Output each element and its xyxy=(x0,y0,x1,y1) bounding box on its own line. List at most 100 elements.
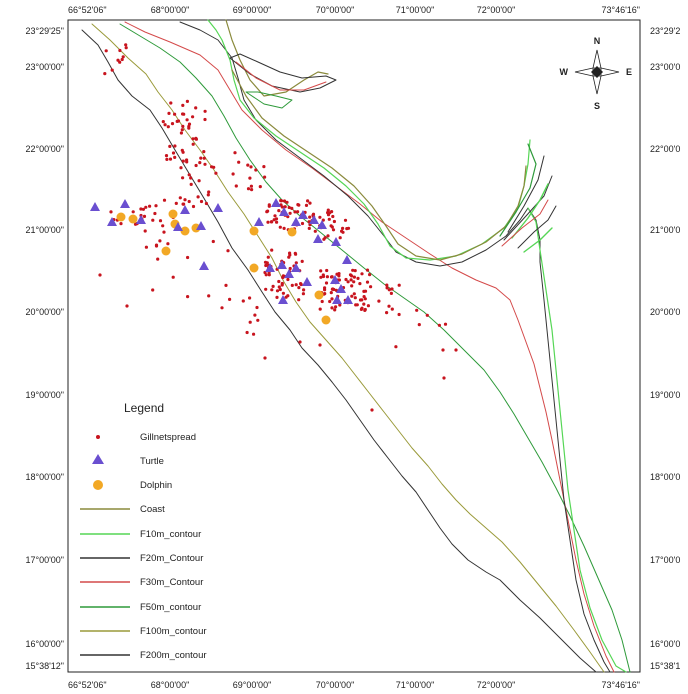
turtle-point xyxy=(330,275,340,284)
gillnetspread-point xyxy=(179,131,183,135)
left-tick: 15°38'12" xyxy=(25,661,64,671)
gillnetspread-point xyxy=(120,57,124,62)
gillnetspread-point xyxy=(308,201,312,205)
gillnetspread-point xyxy=(350,274,354,278)
gillnetspread-point xyxy=(156,257,160,261)
gillnetspread-point xyxy=(248,320,252,324)
gillnetspread-point xyxy=(181,124,185,128)
gillnetspread-point xyxy=(153,211,157,216)
turtle-point xyxy=(136,215,146,224)
top-tick: 71°00'00" xyxy=(396,5,435,15)
gillnetspread-point xyxy=(109,210,113,214)
gillnetspread-point xyxy=(144,245,148,249)
gillnetspread-point xyxy=(249,184,253,188)
gillnetspread-point xyxy=(313,229,317,233)
turtle-point xyxy=(254,217,264,226)
turtle-point xyxy=(213,203,223,212)
gillnetspread-point xyxy=(161,120,165,124)
gillnetspread-point xyxy=(360,298,364,302)
dolphin-point xyxy=(128,214,138,224)
bottom-tick: 70°00'00" xyxy=(316,680,355,690)
gillnetspread-point xyxy=(330,275,334,279)
gillnetspread-point xyxy=(168,157,173,161)
gillnetspread-point xyxy=(164,154,169,158)
gillnetspread-point xyxy=(389,291,393,295)
f20m-contour-line xyxy=(179,21,611,673)
gillnetspread-point xyxy=(187,122,192,126)
gillnetspread-point xyxy=(331,228,336,232)
f30m-contour-line xyxy=(124,21,615,673)
gillnetspread-point xyxy=(199,199,204,204)
turtle-point xyxy=(279,207,289,216)
compass-w-label: W xyxy=(560,67,569,77)
gillnetspread-point xyxy=(358,282,362,286)
gillnetspread-point xyxy=(352,280,356,284)
gillnetspread-point xyxy=(279,199,284,203)
gillnetspread-point xyxy=(330,297,334,301)
top-tick: 73°46'16" xyxy=(601,5,640,15)
bottom-tick: 66°52'06" xyxy=(68,680,107,690)
gillnetspread-point xyxy=(231,172,235,176)
gillnetspread-point xyxy=(282,226,286,230)
bottom-tick: 69°00'00" xyxy=(233,680,272,690)
top-tick: 66°52'06" xyxy=(68,5,107,15)
gillnetspread-point xyxy=(248,296,252,300)
right-tick: 20°00'0 xyxy=(650,307,680,317)
gillnetspread-point xyxy=(294,261,298,265)
turtle-point xyxy=(173,222,183,231)
gillnetspread-point xyxy=(169,101,173,105)
gillnetspread-point xyxy=(326,234,330,238)
legend-label: Dolphin xyxy=(140,480,172,491)
turtle-point xyxy=(107,217,117,226)
gillnetspread-point xyxy=(163,123,167,127)
gillnetspread-point xyxy=(335,272,339,276)
gillnetspread-point xyxy=(286,277,290,282)
left-tick: 16°00'00" xyxy=(25,639,64,649)
legend-label: F50m_contour xyxy=(140,602,201,613)
turtle-point xyxy=(199,261,209,270)
bottom-tick-labels: 66°52'06" 68°00'00" 69°00'00" 70°00'00" … xyxy=(68,680,640,690)
gillnetspread-point xyxy=(263,175,267,179)
legend-turtle-symbol xyxy=(92,454,104,464)
gillnetspread-point xyxy=(191,142,195,146)
gillnetspread-point xyxy=(119,222,123,226)
turtle-point xyxy=(271,198,281,207)
gillnetspread-point xyxy=(98,273,102,277)
dolphin-point xyxy=(314,290,324,300)
right-tick-labels: 23°29'2 23°00'0 22°00'0 21°00'0 20°00'0 … xyxy=(650,26,680,671)
gillnetspread-point xyxy=(246,187,251,191)
turtle-point xyxy=(336,284,346,293)
gillnetspread-point xyxy=(186,255,190,260)
gillnetspread-point xyxy=(329,291,333,295)
dolphin-points xyxy=(116,209,331,325)
gillnetspread-point xyxy=(425,313,429,317)
gillnetspread-point xyxy=(441,348,445,352)
gillnetspread-point xyxy=(377,299,381,303)
gillnetspread-point xyxy=(171,275,175,279)
gillnetspread-point xyxy=(202,150,206,154)
turtle-point xyxy=(284,269,294,278)
gillnetspread-point xyxy=(280,283,284,287)
gillnetspread-point xyxy=(323,288,327,292)
gillnetspread-point xyxy=(154,244,159,248)
left-tick: 17°00'00" xyxy=(25,555,64,565)
turtle-point xyxy=(277,260,287,269)
gillnetspread-point xyxy=(338,303,342,307)
gillnetspread-point xyxy=(226,249,230,253)
gillnetspread-point xyxy=(271,284,275,288)
legend-label: F100m_contour xyxy=(140,626,207,637)
gillnetspread-point xyxy=(297,203,301,207)
left-tick: 21°00'00" xyxy=(25,225,64,235)
gillnetspread-point xyxy=(325,275,329,279)
gillnetspread-point xyxy=(186,295,190,299)
gillnetspread-point xyxy=(187,199,191,204)
gillnetspread-point xyxy=(281,275,285,280)
gillnetspread-point xyxy=(326,208,330,212)
gillnetspread-point xyxy=(173,155,177,159)
f200m-contour-line xyxy=(81,29,597,673)
gillnetspread-point xyxy=(273,214,277,218)
gillnetspread-point xyxy=(265,210,269,214)
dolphin-point xyxy=(161,246,171,256)
turtle-point xyxy=(298,210,308,219)
gillnetspread-point xyxy=(328,211,332,215)
